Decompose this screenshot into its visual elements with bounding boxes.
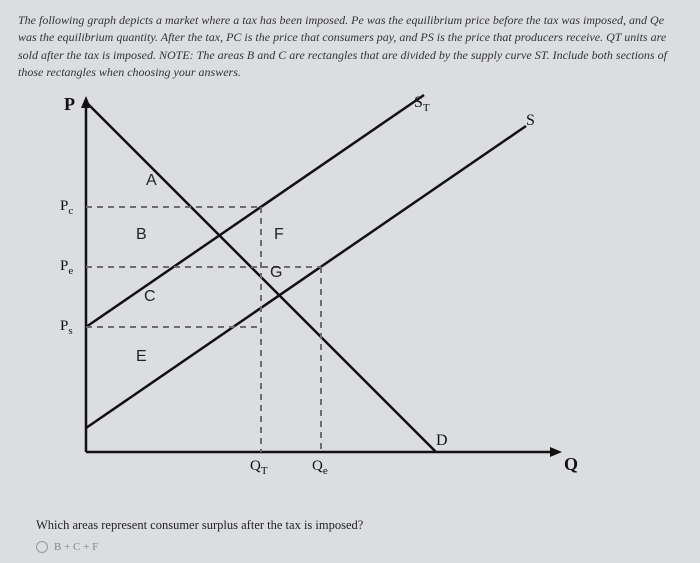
label-Pe: Pe [60,258,73,277]
axis-Q-label: Q [564,454,578,475]
label-QT: QT [250,458,268,477]
label-Qe: Qe [312,458,328,477]
label-ST: ST [414,94,430,114]
region-G: G [270,264,282,282]
graph-svg [36,92,596,502]
region-F: F [274,226,284,244]
region-C: C [144,288,156,306]
intro-text: The following graph depicts a market whe… [18,12,682,82]
answer-option-1[interactable]: B + C + F [18,541,682,553]
tax-graph: P Q Pc Pe Ps QT Qe ST S D A B C [36,92,596,502]
label-Ps: Ps [60,318,73,337]
region-A: A [146,172,157,190]
label-Pc: Pc [60,198,73,217]
region-B: B [136,226,147,244]
curve-ST [86,95,424,327]
label-S: S [526,112,535,130]
axis-P-label: P [64,94,75,115]
question-text: Which areas represent consumer surplus a… [18,518,682,533]
label-D: D [436,432,448,450]
radio-icon [36,541,48,553]
region-E: E [136,348,147,366]
option-label: B + C + F [54,541,98,553]
